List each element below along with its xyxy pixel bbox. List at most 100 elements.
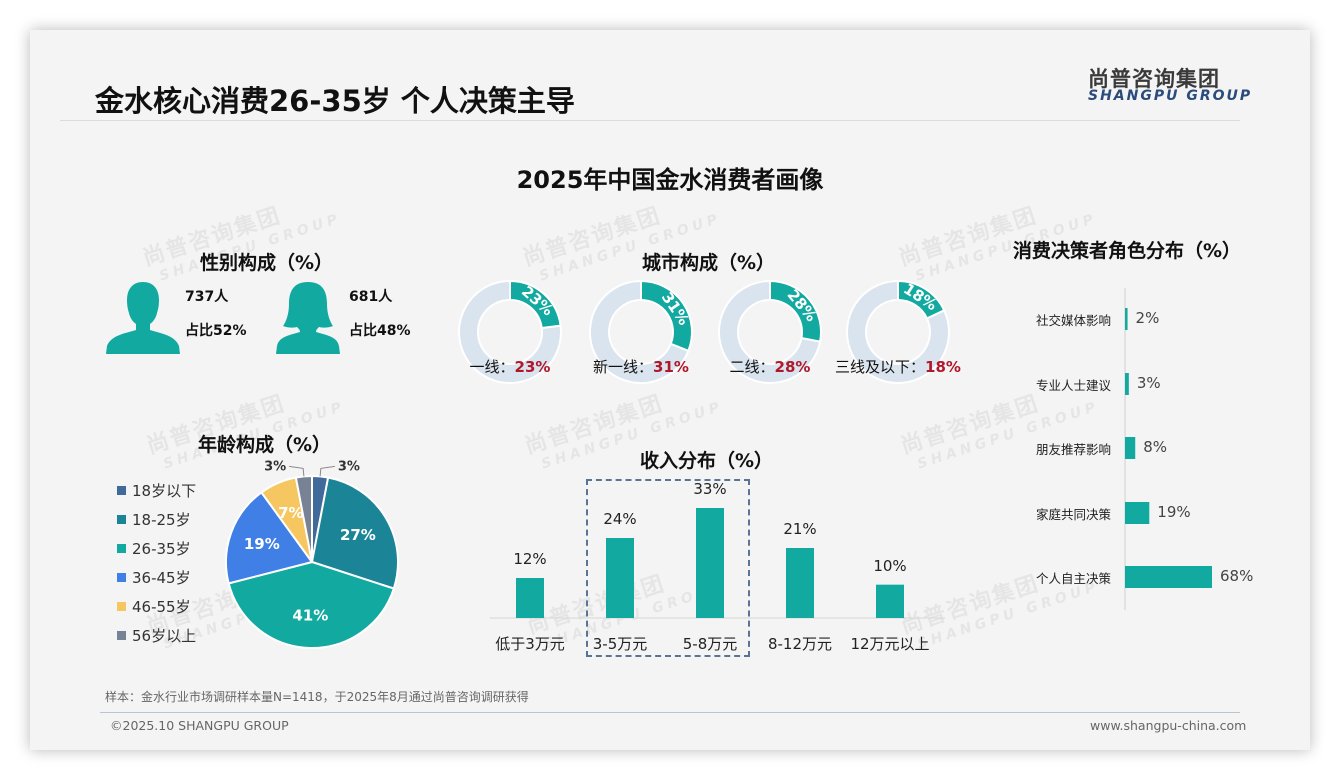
main-title: 2025年中国金水消费者画像 (516, 166, 824, 194)
header-divider (60, 120, 1240, 121)
age-legend: 18岁以下 18-25岁 26-35岁 36-45岁 46-55岁 56岁以上 (117, 476, 196, 650)
highlight-box (586, 479, 750, 657)
footer-divider (100, 712, 1240, 713)
pie-slice-26-35岁 (227, 560, 396, 649)
income-bar-chart (490, 508, 945, 619)
city-caption-name: 二线： (729, 358, 775, 376)
city-title: 城市构成（%） (642, 252, 776, 274)
donut-slice-一线 (509, 279, 562, 330)
donut-slice-二线 (769, 279, 822, 343)
pie-label: 27% (340, 526, 376, 544)
sample-note: 样本：金水行业市场调研样本量N=1418，于2025年8月通过尚普咨询调研获得 (105, 690, 529, 704)
pie-slice-56岁以上 (294, 474, 313, 563)
y-tick-label: 社交媒体影响 (1035, 313, 1111, 328)
age-title: 年龄构成（%） (198, 434, 332, 456)
donut-remainder (846, 279, 950, 384)
pie-label: 3% (338, 459, 360, 474)
bar-专业人士建议 (1125, 373, 1129, 395)
x-tick-label: 3-5万元 (592, 635, 648, 653)
bar-value-label: 2% (1135, 309, 1160, 327)
bar-社交媒体影响 (1125, 308, 1128, 330)
bar-8-12万元 (786, 548, 814, 618)
legend-label: 46-55岁 (132, 598, 191, 616)
pie-leader-line (289, 465, 305, 477)
watermark-en: SHANGPU GROUP (915, 398, 1102, 473)
legend-label: 18岁以下 (132, 482, 197, 500)
city-caption-value: 28% (774, 358, 811, 376)
x-tick-label: 5-8万元 (682, 635, 738, 653)
donut-remainder (458, 279, 562, 384)
bar-5-8万元 (696, 508, 724, 618)
city-caption-value: 31% (653, 358, 689, 376)
legend-label: 56岁以上 (132, 627, 197, 645)
slide: 尚普咨询集团 SHANGPU GROUP 尚普咨询集团 SHANGPU GROUP … (30, 30, 1310, 750)
male-share: 占比52% (185, 323, 247, 339)
city-caption: 三线及以下：18% (818, 356, 978, 377)
age-pie-chart: 3% 27% 41% 19% 7% 3% (225, 459, 399, 649)
city-caption-name: 新一线： (593, 358, 654, 376)
city-caption-value: 23% (514, 358, 551, 376)
city-caption: 一线：23% (430, 356, 590, 377)
bar-value-label: 21% (783, 520, 817, 538)
legend-swatch (117, 544, 126, 553)
page-title: 金水核心消费26-35岁 个人决策主导 (95, 84, 575, 118)
bar-value-label: 10% (873, 556, 907, 575)
male-count: 737人 (185, 289, 229, 305)
pie-label: 3% (264, 459, 286, 474)
legend-swatch (117, 515, 126, 524)
legend-item: 36-45岁 (117, 563, 196, 592)
gender-title: 性别构成（%） (200, 252, 334, 274)
bar-12万元以上 (876, 584, 904, 618)
legend-item: 26-35岁 (117, 534, 196, 563)
bar-个人自主决策 (1125, 566, 1212, 588)
legend-item: 18-25岁 (117, 505, 196, 534)
income-title: 收入分布（%） (640, 450, 774, 472)
bar-value-label: 8% (1143, 438, 1168, 456)
website-link[interactable]: www.shangpu-china.com (1090, 718, 1247, 733)
legend-swatch (117, 602, 126, 611)
city-caption: 新一线：31% (561, 356, 721, 377)
male-icon (106, 282, 180, 354)
pie-label: 7% (278, 504, 303, 522)
donut-remainder (589, 279, 690, 384)
bar-低于3万元 (516, 578, 544, 618)
bar-value-label: 12% (513, 550, 547, 568)
legend-label: 18-25岁 (132, 511, 191, 529)
logo-text-en: SHANGPU GROUP (1088, 88, 1253, 104)
bar-家庭共同决策 (1125, 502, 1150, 524)
pie-label: 41% (292, 606, 328, 624)
donut-slice-三线及以下 (897, 279, 946, 320)
pie-label: 19% (244, 535, 280, 553)
y-tick-label: 专业人士建议 (1035, 378, 1111, 393)
y-tick-label: 个人自主决策 (1035, 571, 1111, 586)
city-caption: 二线：28% (690, 356, 850, 377)
city-donut-charts: 23% 31% 28% 18% (458, 279, 950, 384)
female-icon (276, 282, 340, 354)
roles-bar-chart (1124, 288, 1212, 610)
female-count: 681人 (349, 289, 393, 305)
city-caption-name: 三线及以下： (835, 358, 926, 376)
legend-swatch (117, 573, 126, 582)
legend-item: 18岁以下 (117, 476, 196, 505)
logo-text-cn: 尚普咨询集团 (1088, 67, 1220, 91)
bar-value-label: 33% (693, 480, 727, 498)
roles-title: 消费决策者角色分布（%） (1013, 240, 1242, 262)
legend-swatch (117, 486, 126, 495)
city-caption-name: 一线： (469, 358, 515, 376)
bar-3-5万元 (606, 538, 634, 618)
legend-label: 26-35岁 (132, 540, 191, 558)
legend-label: 36-45岁 (132, 569, 191, 587)
copyright: ©2025.10 SHANGPU GROUP (110, 718, 289, 733)
donut-remainder (718, 279, 822, 384)
x-tick-label: 低于3万元 (495, 635, 565, 653)
pie-slice-18-25岁 (310, 476, 399, 590)
city-caption-value: 18% (925, 358, 961, 376)
x-tick-label: 8-12万元 (767, 635, 833, 653)
bar-value-label: 3% (1136, 374, 1161, 392)
bar-value-label: 24% (603, 510, 637, 528)
bar-value-label: 68% (1220, 567, 1254, 585)
legend-swatch (117, 631, 126, 640)
legend-item: 46-55岁 (117, 592, 196, 621)
female-share: 占比48% (349, 323, 411, 339)
